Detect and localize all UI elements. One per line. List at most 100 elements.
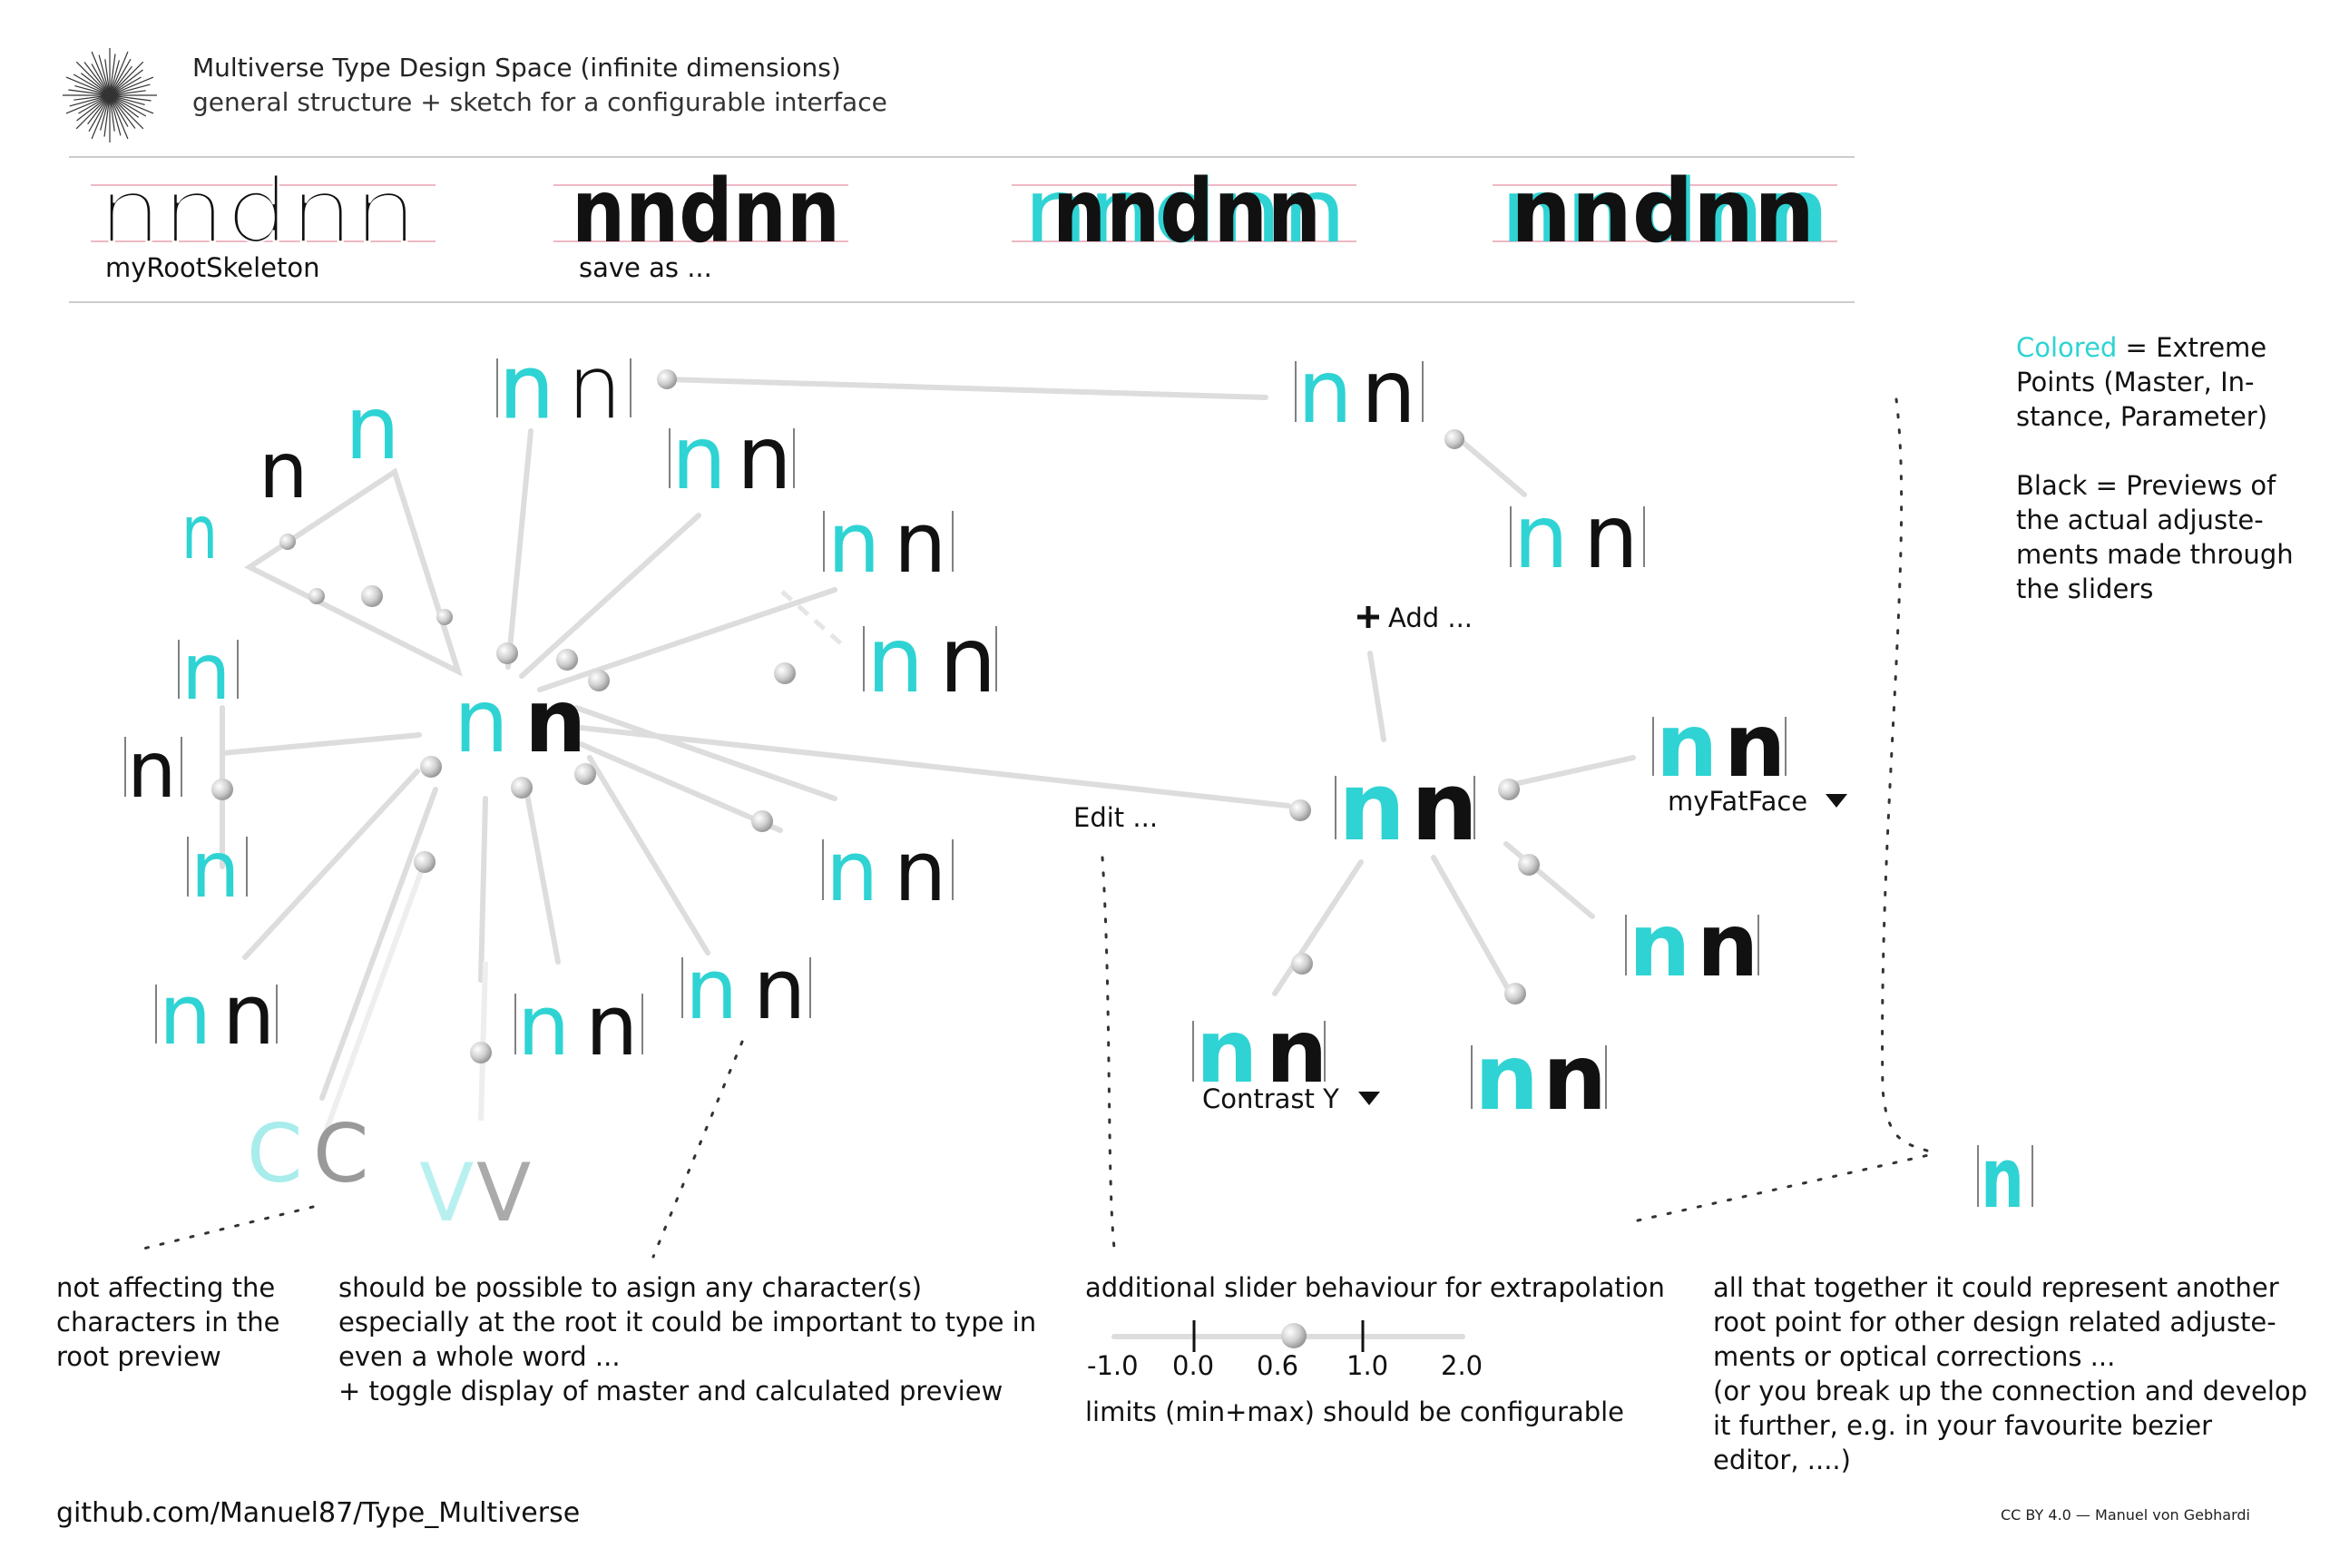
legend-colored-word: Colored <box>2016 332 2118 363</box>
top-row-border-bottom <box>69 301 1855 303</box>
note-line: root point for other design related adju… <box>1713 1307 2276 1338</box>
svg-text:n: n <box>181 490 218 576</box>
slider-tick-label: 1.0 <box>1346 1350 1389 1381</box>
top-row-guides <box>91 184 1837 242</box>
faint-spoke-c <box>322 860 427 1136</box>
note-line: editor, ....) <box>1713 1445 1851 1475</box>
root-node-cyan: n <box>454 671 509 772</box>
svg-text:n: n <box>827 495 880 592</box>
svg-text:n: n <box>1656 695 1718 797</box>
note-line: all that together it could represent ano… <box>1713 1272 2279 1303</box>
page-title: Multiverse Type Design Space (infinite d… <box>192 53 841 83</box>
top-word-mixed-front: nndnn <box>1052 161 1321 262</box>
root-node-black: n <box>524 671 586 772</box>
page-subtitle: general structure + sketch for a configu… <box>192 87 887 117</box>
svg-text:n: n <box>585 977 638 1074</box>
add-plus-icon[interactable] <box>1357 606 1379 628</box>
note-slider-limits: limits (min+max) should be configurable <box>1085 1396 1625 1427</box>
contrast-y-label[interactable]: Contrast Y <box>1202 1083 1339 1114</box>
legend-line: stance, Parameter) <box>2016 401 2268 432</box>
top-word-root: nndnn <box>98 161 417 262</box>
save-as-label[interactable]: save as ... <box>579 252 712 283</box>
svg-text:n: n <box>222 966 275 1063</box>
extrapolation-slider[interactable] <box>1111 1320 1465 1352</box>
note-line: characters in the <box>56 1307 280 1338</box>
svg-text:n: n <box>567 337 622 438</box>
secondary-root-cyan: n <box>1338 751 1405 862</box>
svg-text:V: V <box>419 1146 474 1240</box>
legend-line: ments made through <box>2016 539 2294 570</box>
svg-text:n: n <box>1196 1001 1258 1102</box>
svg-text:n: n <box>826 823 878 920</box>
top-row-border-top <box>69 156 1855 158</box>
legend-colored-rest: = Extreme <box>2117 332 2267 363</box>
legend-line: Points (Master, In- <box>2016 367 2255 397</box>
note-slider-title: additional slider behaviour for extrapol… <box>1085 1272 1665 1303</box>
note-line: ments or optical corrections ... <box>1713 1341 2116 1372</box>
note-line: root preview <box>56 1341 221 1372</box>
note-line: especially at the root it could be impor… <box>338 1307 1037 1338</box>
svg-text:n: n <box>517 977 570 1074</box>
slider-tick-label: 0.0 <box>1172 1350 1215 1381</box>
glyph-side-bars <box>124 358 2033 1207</box>
glyph-nodes[interactable]: n n n n n n n n n n n n n n n n n n n n … <box>127 337 2024 1240</box>
slider-tick-label: 0.6 <box>1257 1350 1299 1381</box>
root-skeleton-label: myRootSkeleton <box>105 252 320 283</box>
svg-text:n: n <box>1266 1001 1327 1102</box>
note-line: not affecting the <box>56 1272 276 1303</box>
svg-text:n: n <box>259 426 308 516</box>
legend: Colored = Extreme Points (Master, In- st… <box>2016 330 2294 606</box>
svg-text:C: C <box>247 1107 302 1200</box>
note-together: all that together it could represent ano… <box>1713 1270 2307 1477</box>
legend-line: the sliders <box>2016 573 2154 604</box>
connection-lines <box>220 377 1636 1101</box>
note-not-affecting: not affecting the characters in the root… <box>56 1270 279 1374</box>
slider-tick-label: -1.0 <box>1087 1350 1139 1381</box>
legend-line: Black = Previews of <box>2016 470 2276 501</box>
svg-text:n: n <box>1583 486 1639 588</box>
svg-text:n: n <box>345 377 400 479</box>
edit-label[interactable]: Edit ... <box>1073 802 1159 833</box>
top-word-cyan-back: nndnn <box>1023 161 1346 262</box>
slider-tick-label: 2.0 <box>1441 1350 1483 1381</box>
note-line: it further, e.g. in your favourite bezie… <box>1713 1410 2213 1441</box>
note-line: even a whole word ... <box>338 1341 621 1372</box>
note-line: should be possible to asign any characte… <box>338 1272 923 1303</box>
svg-text:n: n <box>191 825 240 916</box>
svg-text:n: n <box>1981 1130 2024 1227</box>
svg-text:n: n <box>939 607 996 713</box>
my-fat-face-label[interactable]: myFatFace <box>1668 786 1808 817</box>
svg-text:n: n <box>181 627 231 718</box>
svg-text:n: n <box>1474 1024 1539 1131</box>
svg-text:n: n <box>159 966 211 1063</box>
my-fat-face-dropdown-icon[interactable] <box>1826 794 1847 808</box>
add-label[interactable]: Add ... <box>1388 603 1473 633</box>
note-assign: should be possible to asign any characte… <box>338 1270 1036 1408</box>
top-word-black-right: nndnn <box>1511 161 1815 262</box>
svg-text:n: n <box>1542 1024 1607 1131</box>
slider-handles[interactable] <box>211 369 1540 1063</box>
svg-text:n: n <box>737 407 792 509</box>
note-line: + toggle display of master and calculate… <box>338 1376 1003 1406</box>
top-word-cyan-right: nndnn <box>1502 161 1828 262</box>
svg-text:n: n <box>127 725 177 816</box>
github-link[interactable]: github.com/Manuel87/Type_Multiverse <box>56 1497 581 1529</box>
license-credit: CC BY 4.0 — Manuel von Gebhardi <box>2001 1506 2250 1524</box>
annotation-dotted-lines <box>134 397 1934 1259</box>
logo-starburst-icon <box>60 45 160 145</box>
legend-line: the actual adjuste- <box>2016 505 2264 535</box>
svg-text:n: n <box>866 607 924 713</box>
contrast-y-dropdown-icon[interactable] <box>1358 1092 1380 1105</box>
svg-text:n: n <box>1629 895 1690 996</box>
svg-text:n: n <box>1361 341 1416 443</box>
svg-text:n: n <box>1697 895 1758 996</box>
dashed-spoke <box>780 590 846 648</box>
svg-text:n: n <box>1724 695 1786 797</box>
note-line: (or you break up the connection and deve… <box>1713 1376 2308 1406</box>
svg-text:n: n <box>1513 486 1569 588</box>
svg-text:n: n <box>894 823 946 920</box>
secondary-root-black: n <box>1411 751 1478 862</box>
svg-text:C: C <box>313 1107 368 1200</box>
svg-text:n: n <box>499 337 554 438</box>
svg-text:n: n <box>1297 341 1353 443</box>
